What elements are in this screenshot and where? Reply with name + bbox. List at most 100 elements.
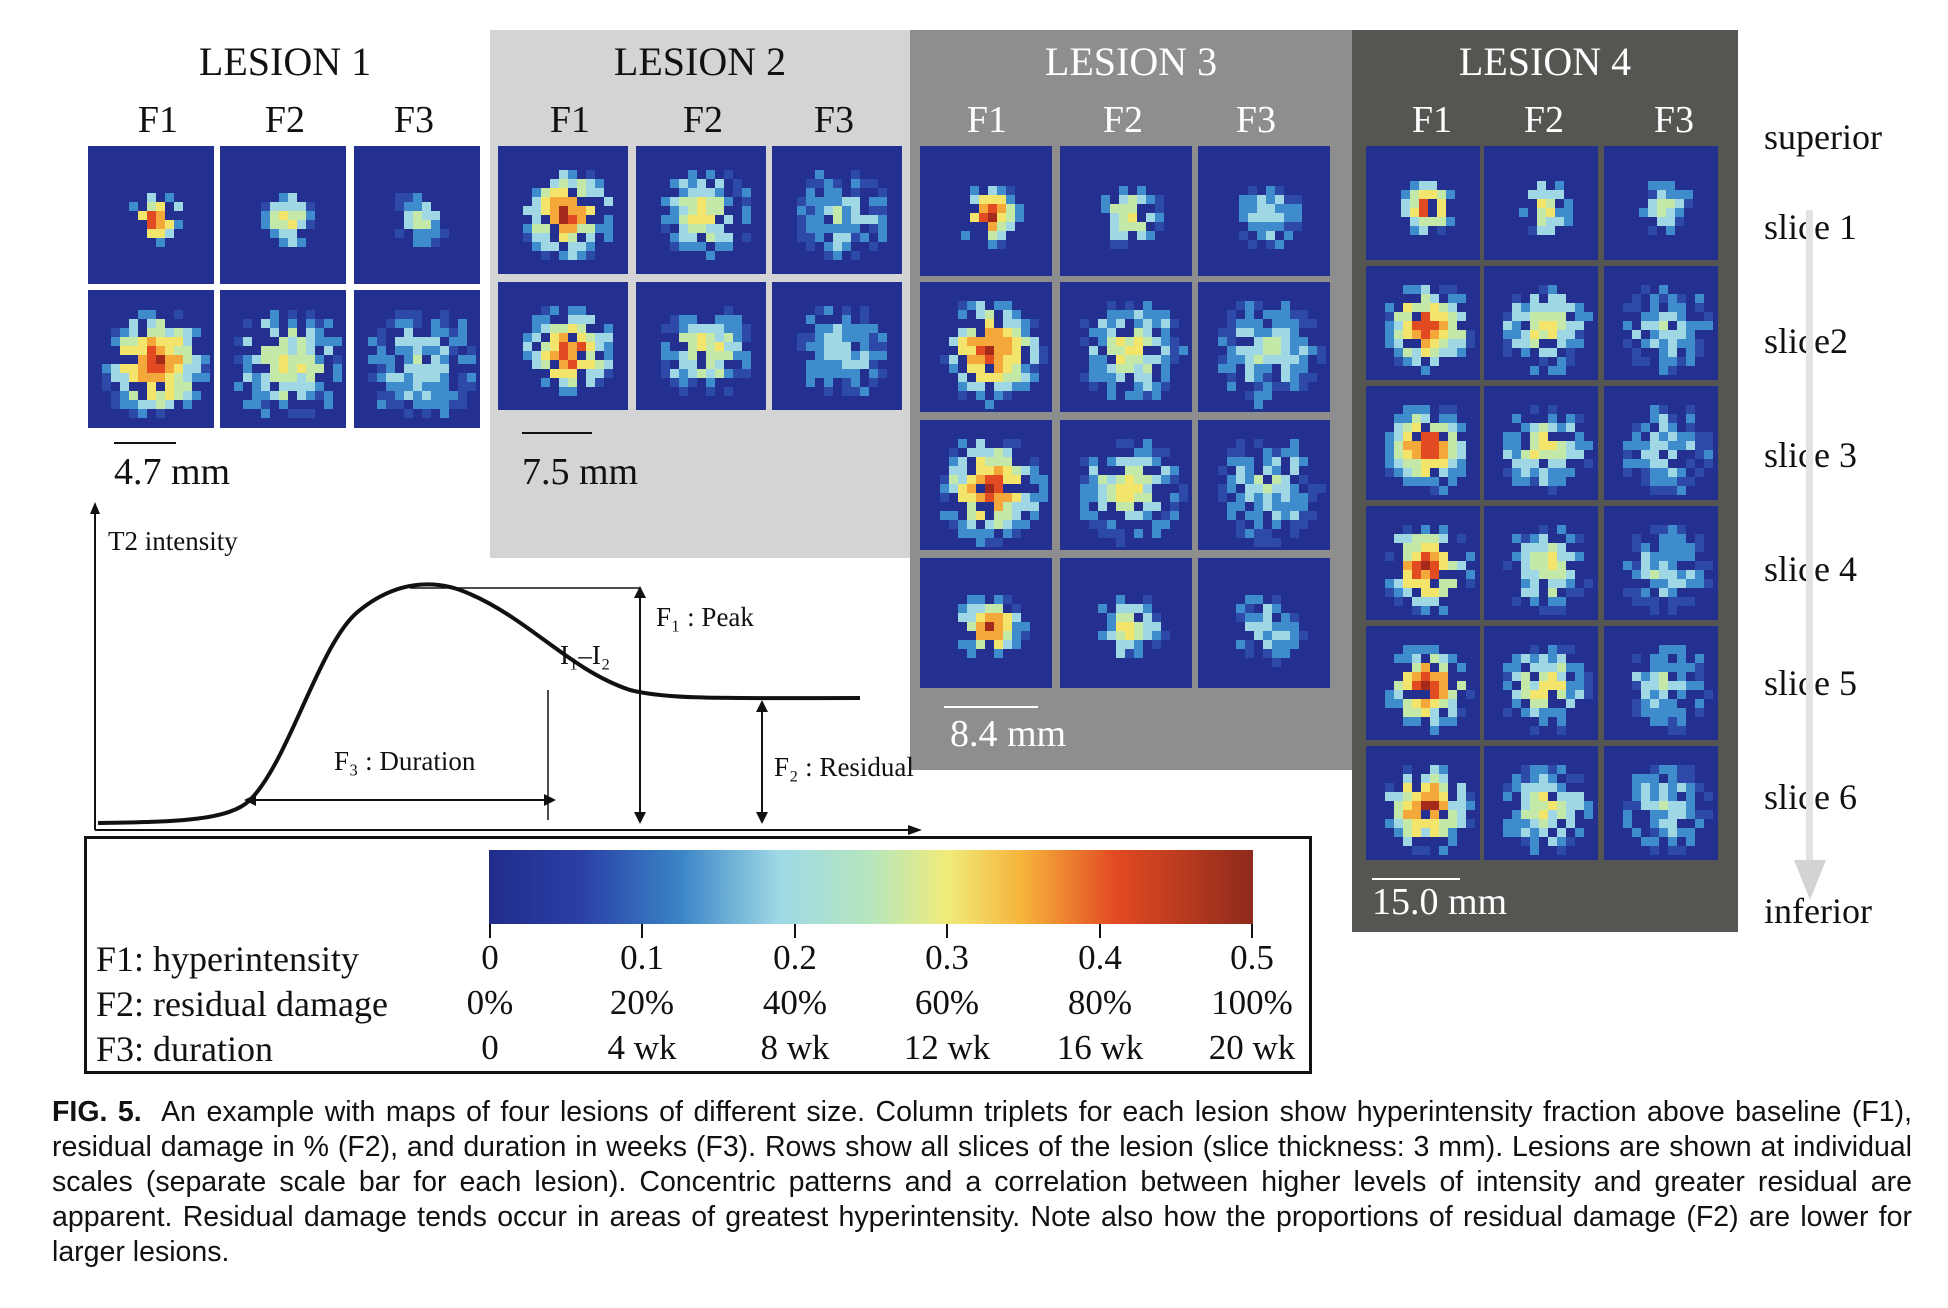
map-pixel: [878, 333, 888, 343]
map-pixel: [1257, 204, 1266, 213]
map-pixel: [1548, 468, 1558, 478]
map-pixel: [110, 372, 120, 382]
map-pixel: [1503, 468, 1513, 478]
map-pixel: [1575, 432, 1585, 442]
map-pixel: [1272, 520, 1282, 530]
map-pixel: [155, 399, 165, 409]
map-pixel: [1290, 346, 1300, 356]
map-pixel: [733, 351, 743, 361]
map-pixel: [1548, 597, 1558, 607]
map-pixel: [182, 336, 192, 346]
map-pixel: [1704, 690, 1714, 700]
map-pixel: [1530, 468, 1540, 478]
legend-ticks-f2-0: 0%: [466, 983, 514, 1022]
map-pixel: [1557, 468, 1567, 478]
map-pixel: [806, 333, 816, 343]
map-pixel: [1439, 681, 1449, 691]
map-pixel: [1575, 441, 1585, 451]
map-pixel: [958, 391, 968, 401]
map-pixel: [305, 381, 315, 391]
map-pixel: [869, 351, 879, 361]
map-pixel: [1677, 663, 1687, 673]
map-pixel: [1030, 511, 1040, 521]
map-pixel: [1155, 213, 1164, 222]
map-pixel: [395, 193, 405, 203]
map-pixel: [1641, 699, 1651, 709]
map-pixel: [967, 649, 977, 659]
map-pixel: [1512, 459, 1522, 469]
map-pixel: [833, 197, 843, 207]
map-pixel: [1512, 810, 1522, 820]
map-pixel: [1430, 450, 1440, 460]
map-pixel: [1641, 597, 1651, 607]
map-pixel: [1403, 423, 1413, 433]
map-pixel: [679, 224, 689, 234]
map-pixel: [706, 324, 716, 334]
map-pixel: [1272, 346, 1282, 356]
map-pixel: [1179, 493, 1189, 503]
map-pixel: [1412, 663, 1422, 673]
map-pixel: [1403, 525, 1413, 535]
map-pixel: [1448, 717, 1458, 727]
map-pixel: [688, 360, 698, 370]
map-pixel: [550, 324, 560, 334]
map-pixel: [1179, 346, 1189, 356]
map-pixel: [1566, 570, 1576, 580]
map-pixel: [101, 363, 111, 373]
map-pixel: [1437, 208, 1447, 218]
map-pixel: [1695, 441, 1705, 451]
map-pixel: [1686, 579, 1696, 589]
map-pixel: [1539, 303, 1549, 313]
map-pixel: [1448, 303, 1458, 313]
map-pixel: [1632, 588, 1642, 598]
map-pixel: [697, 224, 707, 234]
map-pixel: [1632, 828, 1642, 838]
map-pixel: [661, 360, 671, 370]
map-pixel: [1512, 534, 1522, 544]
map-pixel: [1557, 459, 1567, 469]
map-pixel: [1006, 204, 1015, 213]
lesion3-map-r4-f1: [920, 558, 1052, 688]
map-pixel: [1548, 366, 1558, 376]
map-pixel: [1623, 450, 1633, 460]
map-pixel: [1530, 294, 1540, 304]
map-pixel: [1512, 303, 1522, 313]
map-pixel: [1695, 534, 1705, 544]
lesion2-map-r1-f3: [772, 146, 902, 274]
map-pixel: [1448, 285, 1458, 295]
map-pixel: [842, 360, 852, 370]
map-pixel: [1394, 690, 1404, 700]
map-pixel: [1566, 681, 1576, 691]
map-pixel: [1677, 597, 1687, 607]
curve-ylabel: T2 intensity: [108, 526, 238, 556]
map-pixel: [1448, 450, 1458, 460]
map-pixel: [1107, 391, 1117, 401]
map-pixel: [824, 197, 834, 207]
slice-label-superior: superior: [1764, 117, 1882, 157]
map-pixel: [314, 381, 324, 391]
map-pixel: [1245, 466, 1255, 476]
map-pixel: [1686, 663, 1696, 673]
map-pixel: [1503, 663, 1513, 673]
map-pixel: [1548, 783, 1558, 793]
map-pixel: [1254, 622, 1264, 632]
map-pixel: [1641, 450, 1651, 460]
map-pixel: [1385, 303, 1395, 313]
map-pixel: [1089, 493, 1099, 503]
map-pixel: [1521, 672, 1531, 682]
map-pixel: [961, 231, 970, 240]
map-pixel: [1421, 405, 1431, 415]
map-pixel: [1430, 561, 1440, 571]
map-pixel: [1263, 364, 1273, 374]
map-pixel: [1668, 717, 1678, 727]
map-pixel: [1421, 450, 1431, 460]
map-pixel: [1437, 199, 1447, 209]
map-pixel: [806, 360, 816, 370]
map-pixel: [706, 369, 716, 379]
map-pixel: [1641, 312, 1651, 322]
map-pixel: [1428, 181, 1438, 191]
map-pixel: [1107, 631, 1117, 641]
map-pixel: [1548, 801, 1558, 811]
map-pixel: [430, 336, 440, 346]
map-pixel: [1098, 364, 1108, 374]
